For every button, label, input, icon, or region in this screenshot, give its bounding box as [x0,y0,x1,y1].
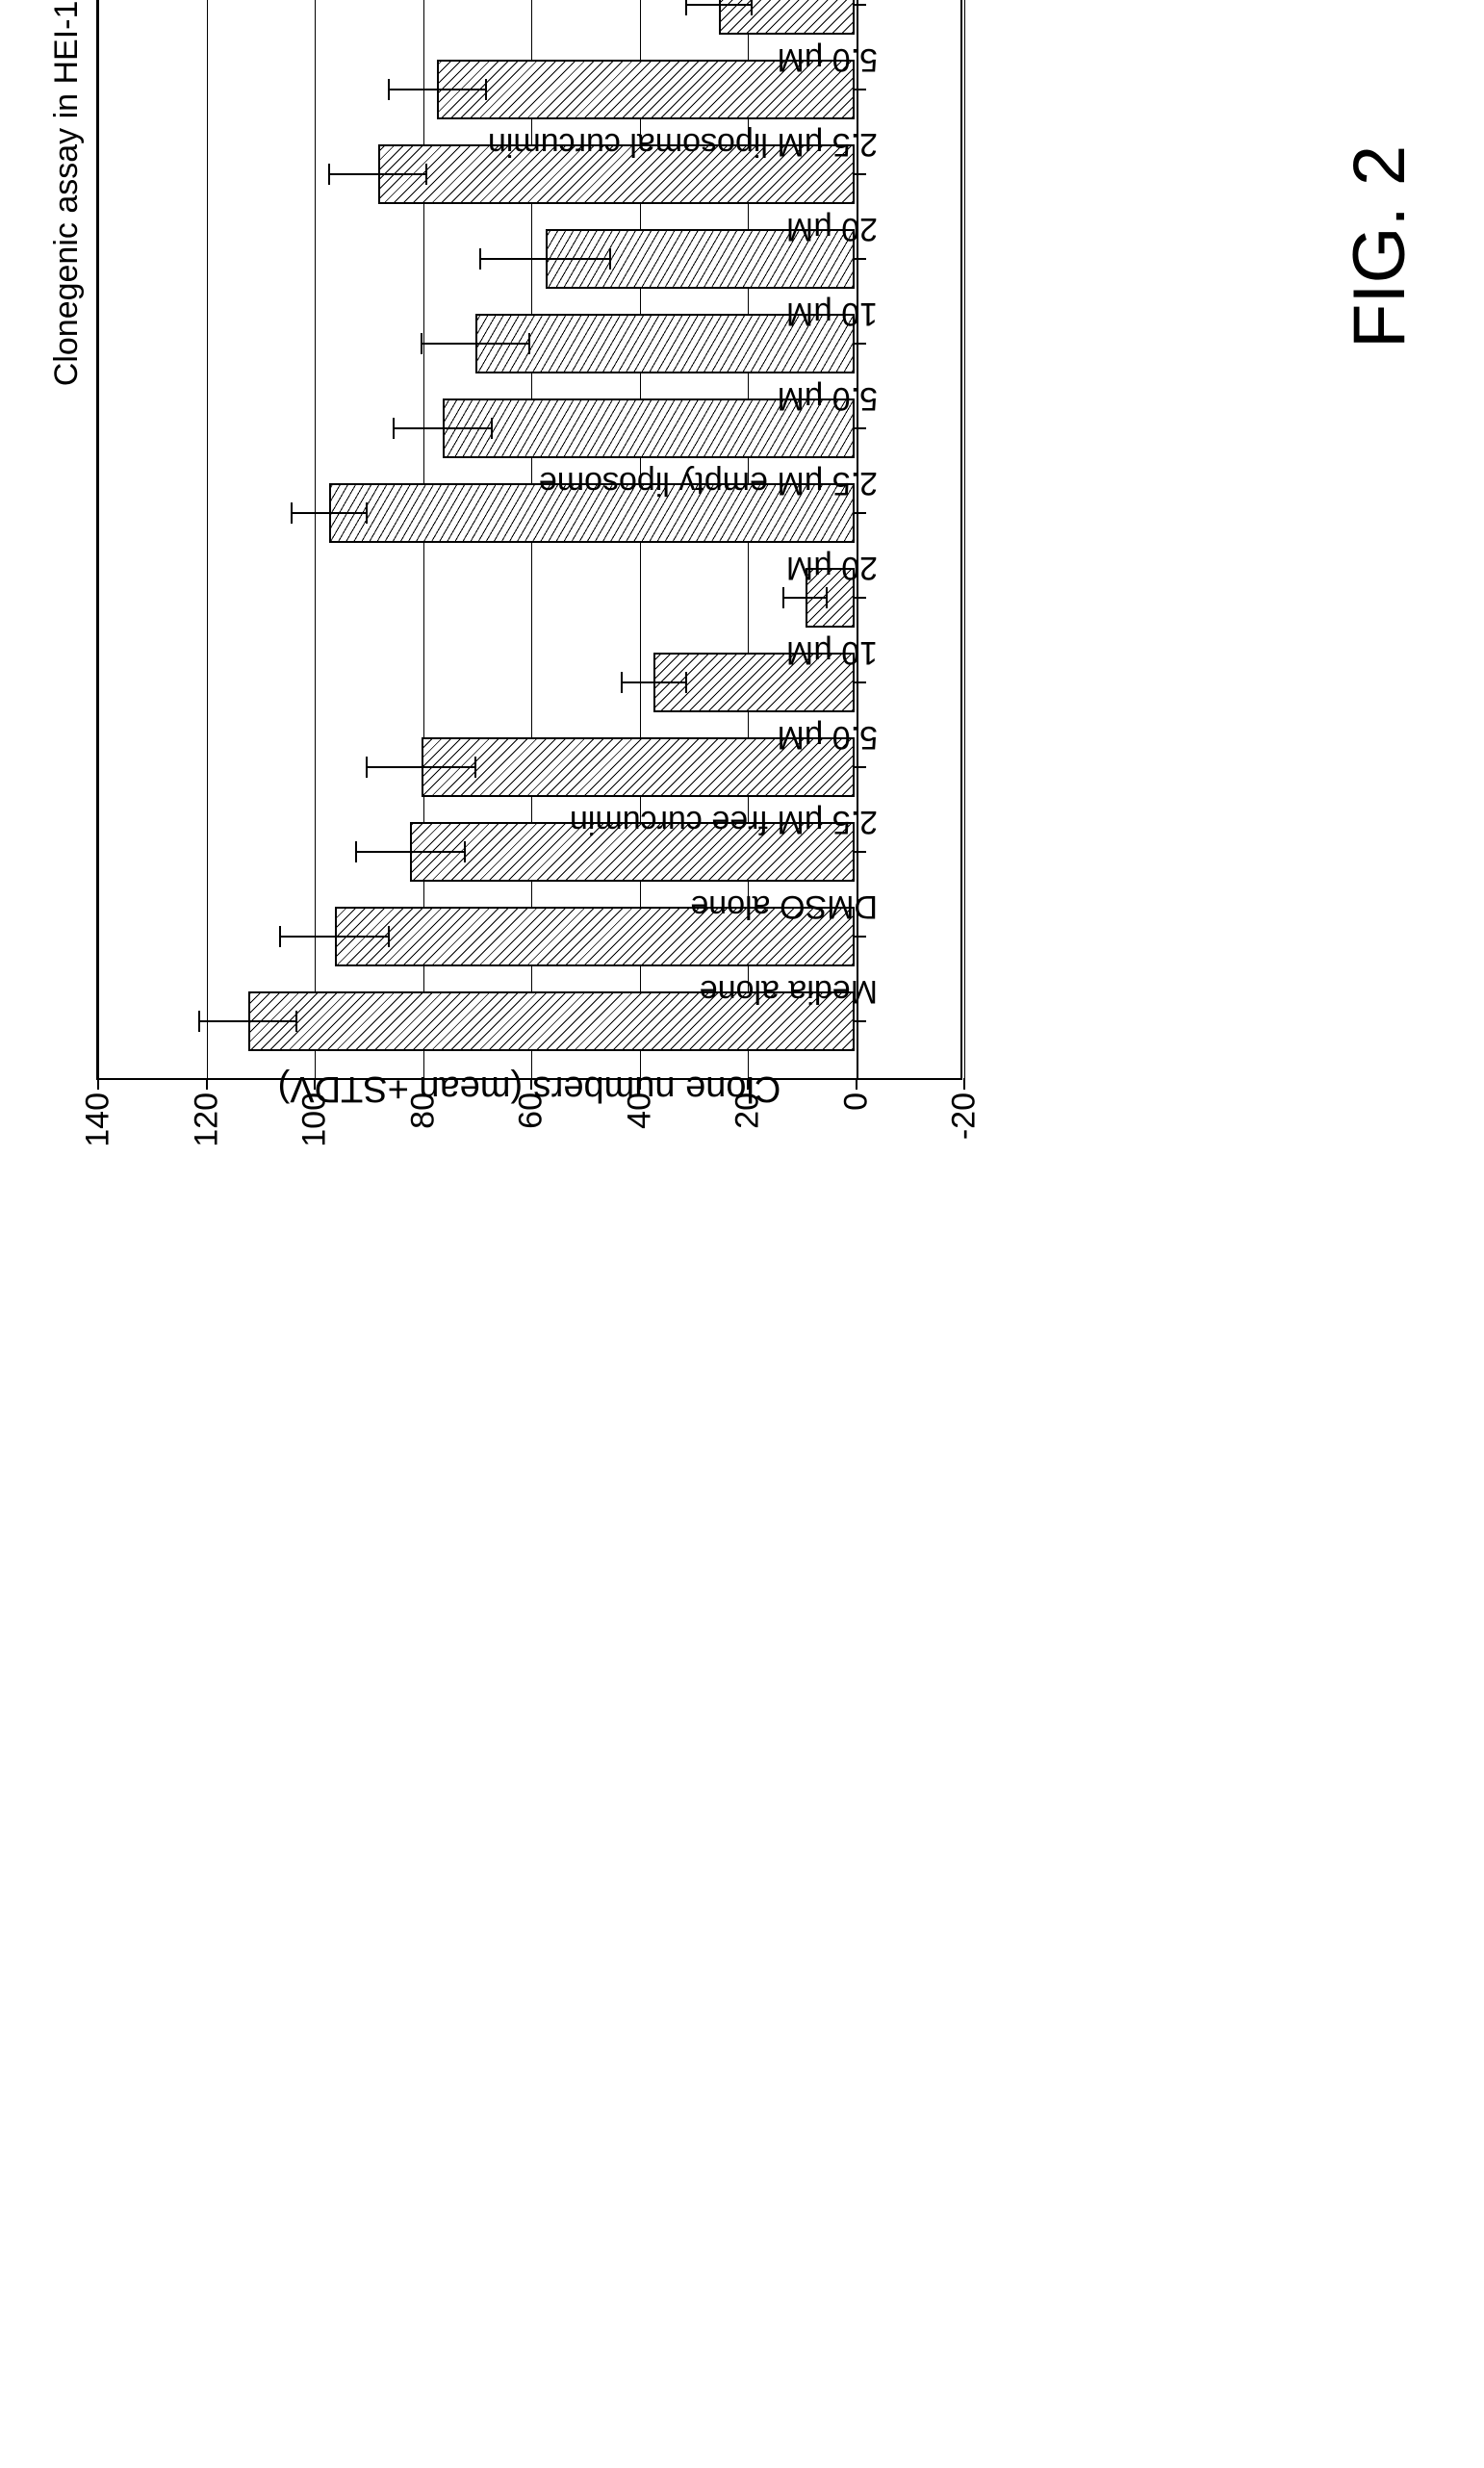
x-tick-label: 2.5 μM empty liposome [538,464,877,501]
x-tick-label: 5.0 μM [777,379,878,417]
figure-label: FIG. 2 [1338,145,1421,348]
x-tick-label: 10 μM [785,633,877,671]
y-tick-label: 0 [837,1093,875,1174]
y-tick-label: 140 [80,1093,117,1174]
chart-title: Clonegenic assay in HEI-193 [48,0,86,1215]
grid-line [964,0,965,1078]
y-tick-label: 40 [621,1093,658,1174]
x-tick-label: 10 μM [785,295,877,332]
x-tick-label: 2.5 μM free curcumin [569,803,877,840]
x-tick-label: DMSO alone [690,887,878,925]
x-tick-label: 20 μM [785,210,877,247]
y-tick-label: 60 [513,1093,550,1174]
x-tick-label: 5.0 μM [777,40,878,78]
x-tick-label: 20 μM [785,549,877,586]
chart-container: Clonegenic assay in HEI-193 Clone number… [48,0,1203,1215]
y-tick-label: -20 [946,1093,984,1174]
y-tick-label: 100 [296,1093,334,1174]
y-tick-label: 80 [404,1093,442,1174]
y-tick-label: 120 [188,1093,225,1174]
y-tick-label: 20 [729,1093,767,1174]
bar [719,0,855,35]
x-tick-label: Media alone [699,972,877,1010]
bars-group: Media alone DMSO alone 2.5 μM free curcumi… [96,0,962,1080]
x-tick-label: 5.0 μM [777,718,878,756]
x-tick-label: 2.5 μM liposomal curcumin [487,125,877,163]
